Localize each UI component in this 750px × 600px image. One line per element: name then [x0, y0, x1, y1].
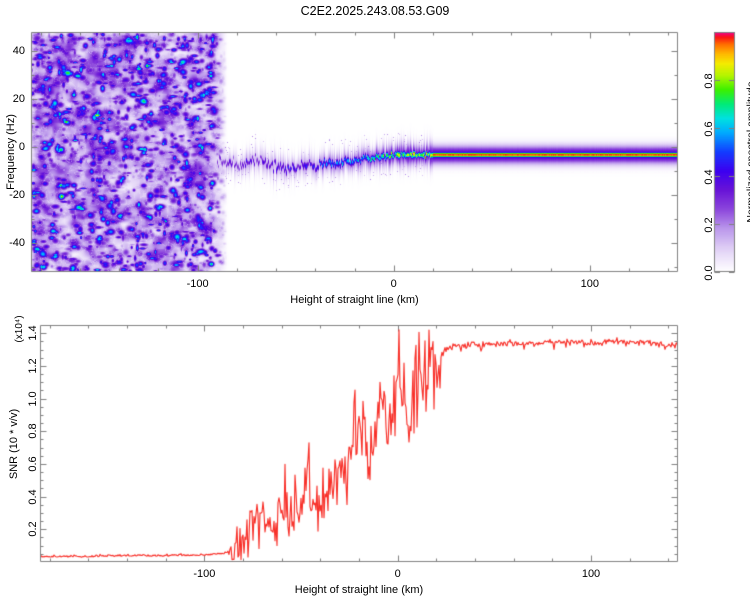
spectrogram-xtick-label-2: 100: [580, 278, 599, 290]
spectrogram-yaxis-label: Frequency (Hz): [5, 114, 17, 190]
colorbar-tick-label-2: 0.4: [703, 168, 715, 185]
snr-ytick-label-6: 1.4: [27, 325, 39, 341]
snr-xtick-label-0: -100: [193, 568, 216, 580]
snr-ytick-label-1: 0.4: [27, 488, 39, 505]
snr-ytick-label-2: 0.6: [27, 456, 39, 472]
colorbar-tick-label-0: 0.0: [703, 264, 715, 281]
colorbar-tick-label-1: 0.2: [703, 216, 715, 233]
snr-ytick-label-5: 1.2: [27, 358, 39, 374]
snr-yaxis-multiplier: (x10⁴): [14, 315, 25, 343]
spectrogram-ytick-label-2: 0: [18, 141, 25, 154]
colorbar-tick-label-4: 0.8: [703, 72, 715, 89]
snr-xaxis-label: Height of straight line (km): [294, 584, 424, 596]
spectrogram-xtick-label-0: -100: [186, 278, 209, 290]
spectrogram-ytick-label-4: 40: [12, 45, 25, 58]
snr-xtick-label-1: 0: [394, 568, 401, 580]
snr-ytick-label-4: 1.0: [27, 390, 39, 407]
spectrogram-ytick-label-0: -40: [9, 237, 25, 250]
spectrogram-xtick-label-1: 0: [390, 278, 397, 290]
snr-ytick-label-3: 0.8: [27, 423, 39, 439]
snr-xtick-label-2: 100: [581, 568, 601, 580]
snr-ytick-label-0: 0.2: [27, 521, 39, 537]
spectrogram-ytick-label-3: 20: [12, 93, 25, 106]
spectrogram-xaxis-label: Height of straight line (km): [290, 294, 419, 306]
colorbar-label: Normalized spectral amplitude: [745, 81, 750, 223]
colorbar-tick-label-3: 0.6: [703, 120, 715, 137]
spectrogram-ytick-label-1: -20: [9, 189, 25, 202]
snr-yaxis-label: SNR (10 * v/v): [8, 408, 20, 479]
